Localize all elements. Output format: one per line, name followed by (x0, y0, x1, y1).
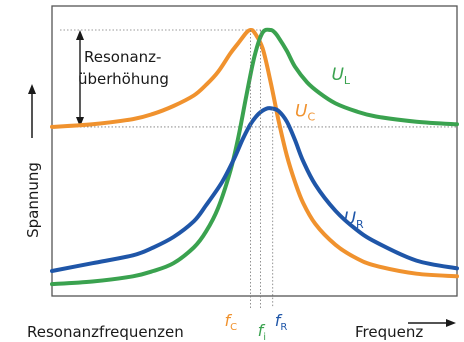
series-label-UR: UR (344, 209, 364, 231)
annotation-arrow-up (76, 30, 84, 40)
series-label-UC: UC (295, 101, 315, 123)
y-axis-arrow (28, 84, 36, 138)
marker-label-C: fC (224, 311, 237, 333)
series-group: UC UL UR (50, 27, 459, 287)
series-line-UC (50, 27, 459, 279)
guide-lines (52, 29, 457, 128)
annotation-arrow-down (76, 116, 84, 127)
x-axis-label: Frequenz (355, 323, 423, 341)
plot-frame (51, 5, 458, 297)
resonance-annotation: Resonanz- überhöhung (76, 30, 169, 127)
marker-label-R: fR (275, 311, 288, 333)
series-line-UL (50, 27, 459, 287)
series-label-UL: UL (331, 65, 350, 87)
x-note-label: Resonanzfrequenzen (27, 323, 184, 341)
y-axis-label: Spannung (24, 162, 42, 238)
annotation-line-1: Resonanz- (84, 48, 161, 66)
series-line-UR (50, 106, 459, 273)
marker-label-i: fi (258, 321, 266, 342)
annotation-line-2: überhöhung (78, 70, 169, 88)
x-axis-arrow (408, 319, 456, 327)
